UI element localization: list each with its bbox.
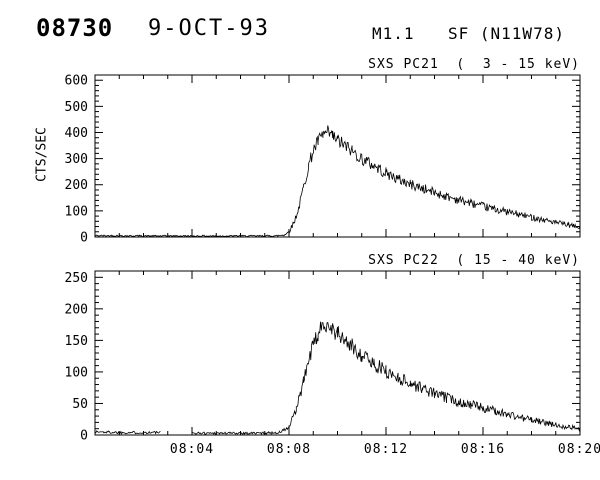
- y-tick-label: 100: [65, 365, 88, 380]
- panel2-title: SXS PC22 ( 15 - 40 keV): [368, 253, 580, 268]
- y-tick-label: 50: [72, 397, 88, 412]
- plot-frame: [94, 270, 581, 436]
- y-tick-label: 400: [65, 126, 88, 141]
- x-tick-label: 08:12: [364, 442, 408, 457]
- x-tick-label: 08:20: [558, 442, 600, 457]
- y-tick-label: 250: [65, 271, 88, 286]
- x-tick-label: 08:16: [461, 442, 505, 457]
- y-tick-label: 300: [65, 152, 88, 167]
- lightcurve-trace-2: [95, 321, 581, 436]
- lightcurve-trace-1: [94, 125, 581, 238]
- flare-class: M1.1: [372, 24, 415, 43]
- y-tick-label: 500: [65, 100, 88, 115]
- y-tick-label: 200: [65, 178, 88, 193]
- y-tick-label: 150: [65, 334, 88, 349]
- y-axis-label: CTS/SEC: [34, 127, 50, 182]
- y-tick-label: 0: [80, 429, 88, 444]
- event-date: 9-OCT-93: [148, 16, 270, 41]
- flare-type-location: SF (N11W78): [448, 24, 565, 43]
- y-tick-label: 600: [65, 74, 88, 89]
- y-tick-label: 100: [65, 204, 88, 219]
- x-tick-label: 08:08: [267, 442, 311, 457]
- panel1-title: SXS PC21 ( 3 - 15 keV): [368, 57, 580, 72]
- y-tick-label: 0: [80, 231, 88, 246]
- panel-2: [94, 270, 581, 436]
- y-tick-label: 200: [65, 302, 88, 317]
- event-number: 08730: [36, 14, 114, 42]
- x-tick-label: 08:04: [170, 442, 214, 457]
- panel-1: [94, 74, 581, 238]
